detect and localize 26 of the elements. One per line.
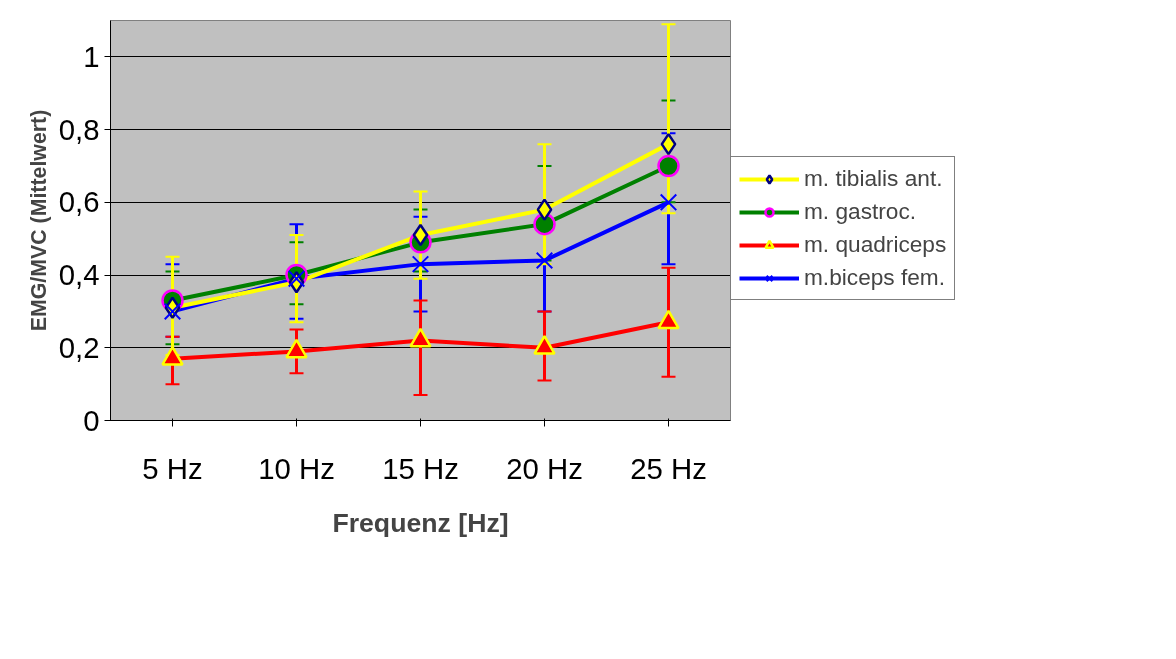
point <box>535 251 554 270</box>
point <box>657 154 680 178</box>
legend-label: m. tibialis ant. <box>804 165 943 192</box>
point <box>287 269 306 288</box>
x-tick-label: 5 Hz <box>142 451 203 485</box>
point <box>660 132 677 156</box>
y-tick-label: 0,6 <box>58 185 100 219</box>
point <box>163 302 182 321</box>
legend-label: m. quadriceps <box>804 231 947 258</box>
y-tick-label: 0,8 <box>58 112 100 146</box>
point <box>659 193 678 212</box>
x-tick-label: 15 Hz <box>382 451 459 485</box>
point <box>536 198 553 221</box>
y-tick-label: 1 <box>83 39 100 73</box>
x-axis-title: Frequenz [Hz] <box>332 507 509 538</box>
y-axis-title: EMG/MVC (Mittelwert) <box>26 109 51 332</box>
y-tick-label: 0 <box>83 403 100 437</box>
y-tick-label: 0,4 <box>58 258 100 292</box>
point <box>411 255 430 273</box>
x-tick-label: 25 Hz <box>630 451 707 485</box>
x-tick-label: 20 Hz <box>506 451 583 485</box>
point <box>412 223 429 247</box>
y-tick-label: 0,2 <box>58 330 100 364</box>
legend-label: m.biceps fem. <box>804 264 946 291</box>
legend-label: m. gastroc. <box>804 198 917 225</box>
x-tick-label: 10 Hz <box>258 451 335 485</box>
